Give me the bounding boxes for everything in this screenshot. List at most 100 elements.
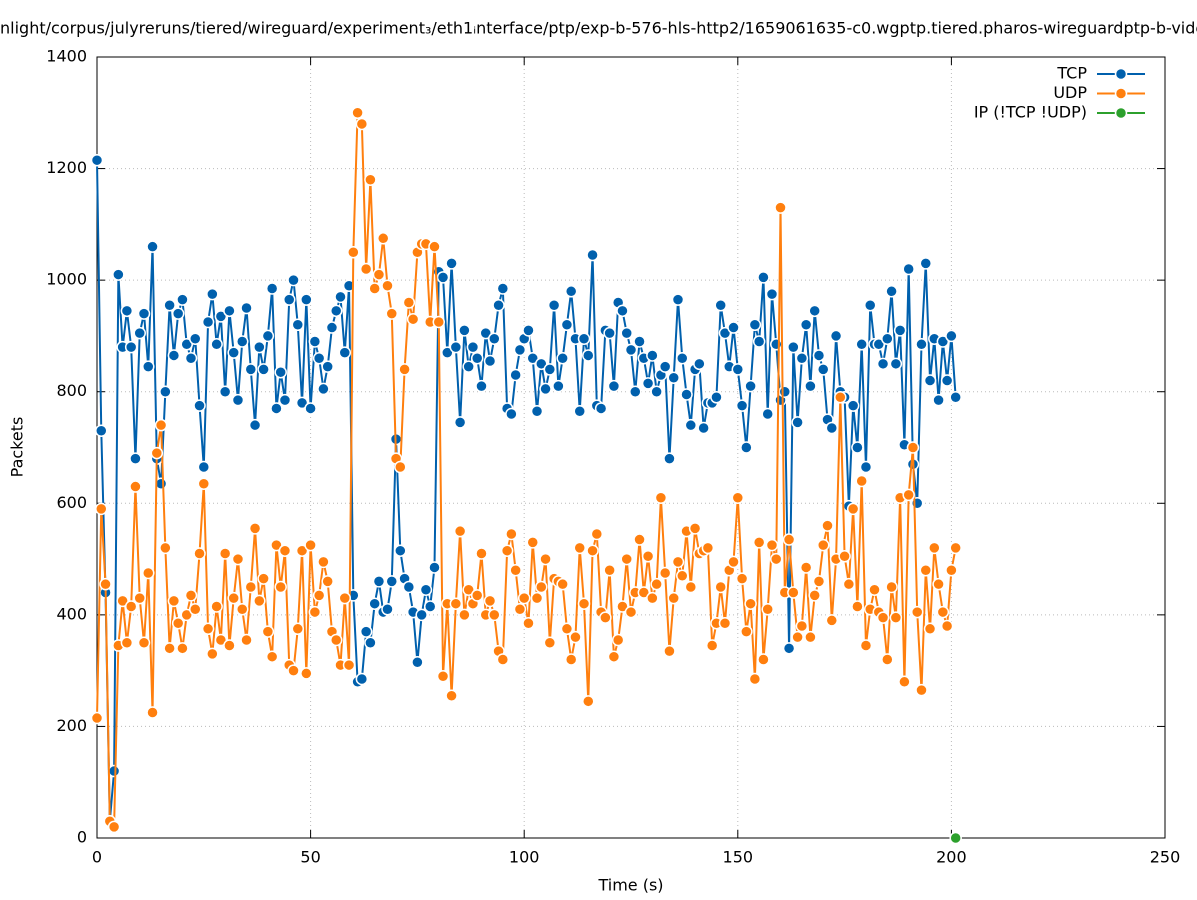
data-point [838,550,851,563]
data-point [564,285,578,298]
y-tick-label: 1000 [46,270,87,289]
data-point [159,385,172,398]
data-point [364,636,377,649]
data-point [876,357,890,371]
data-point [214,310,228,323]
data-point [799,561,813,574]
data-point [881,653,894,666]
data-point [748,318,762,332]
data-point [654,491,668,504]
data-point [522,616,535,630]
data-point [556,351,569,365]
data-point [436,271,450,284]
data-point [761,407,774,421]
data-point [590,527,604,541]
data-point [816,363,830,376]
data-point [342,658,356,672]
data-point [436,669,450,683]
data-point [693,357,706,371]
data-point [453,416,467,429]
data-point [359,625,373,638]
legend-label: TCP [1056,64,1087,83]
y-tick-label: 600 [56,493,87,512]
data-point [859,639,873,652]
data-point [710,391,723,404]
data-point [129,452,142,465]
data-point [282,293,296,306]
data-point [846,399,860,412]
data-point [312,351,326,365]
data-point [735,399,749,412]
data-point [235,335,249,348]
data-point [868,583,881,597]
data-point [577,332,591,345]
x-tick-label: 100 [509,848,540,867]
data-point [577,597,591,610]
data-point [509,563,522,577]
data-point [171,616,185,630]
data-point [483,594,497,608]
data-point [851,600,864,613]
data-point [535,357,548,371]
data-point [253,340,266,354]
data-point [624,605,638,619]
data-point [932,393,945,407]
data-point [676,351,689,365]
data-point [641,377,655,390]
data-point [594,402,608,415]
data-point [526,351,539,365]
data-point [184,589,198,602]
data-point [667,371,680,385]
data-point [795,619,809,633]
data-point [189,332,202,345]
data-point [376,232,390,245]
data-point [509,368,522,382]
data-point [394,544,407,557]
data-point [475,379,488,393]
plot-frame [96,56,1166,839]
data-point [552,379,565,393]
x-tick-label: 150 [723,848,754,867]
data-point [372,575,386,588]
data-point [928,541,941,555]
x-tick-label: 0 [92,848,102,867]
y-tick-label: 400 [56,604,87,623]
data-point [146,706,159,719]
data-point [740,441,753,454]
data-point [624,343,638,357]
data-point [765,538,779,552]
data-point [261,329,275,343]
data-point [808,589,821,602]
data-point [197,477,211,491]
data-point [287,664,300,677]
data-point [265,282,279,295]
data-point [133,591,146,605]
data-point [902,488,915,502]
data-point [505,527,518,541]
data-point [214,633,228,647]
data-point [193,547,206,560]
data-point [936,605,950,619]
data-point [428,561,441,574]
data-point [159,541,172,555]
data-point [885,285,898,298]
data-point [176,642,189,655]
data-point [582,349,595,362]
data-point [539,382,552,396]
data-point [769,552,783,566]
data-point [124,340,138,354]
data-point [355,117,369,131]
data-point [304,402,317,415]
data-point [270,402,283,415]
data-point [923,374,937,387]
data-point [539,552,552,566]
data-point [744,597,757,610]
data-point [189,603,202,616]
data-point [462,360,475,373]
data-point [223,639,236,652]
data-point [846,502,860,516]
data-point [458,324,471,337]
data-point [680,388,693,401]
